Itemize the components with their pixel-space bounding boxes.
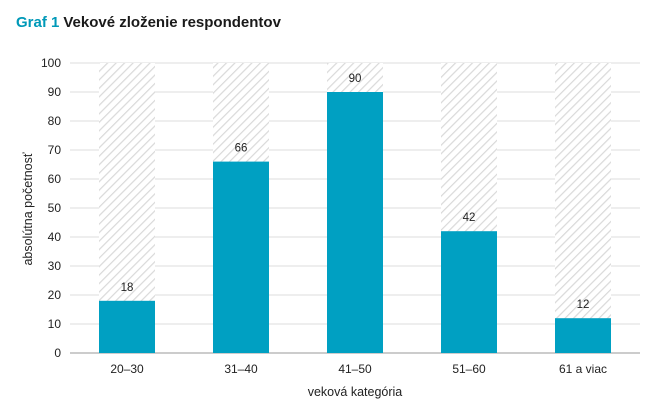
bar (213, 161, 269, 353)
bar (555, 318, 611, 353)
x-axis-label: veková kategória (308, 385, 403, 399)
chart-number: Graf 1 (16, 14, 60, 31)
y-tick-label: 0 (54, 346, 61, 360)
chart-title-text: Vekové zloženie respondentov (63, 14, 281, 31)
y-tick-label: 30 (48, 259, 62, 273)
x-tick-label: 61 a viac (559, 362, 607, 376)
y-tick-label: 60 (48, 172, 62, 186)
y-tick-label: 80 (48, 114, 62, 128)
bar (99, 300, 155, 353)
background-bar (555, 63, 611, 353)
x-tick-label: 51–60 (452, 362, 486, 376)
y-tick-label: 90 (48, 85, 62, 99)
data-label: 66 (235, 143, 248, 155)
y-tick-label: 20 (48, 288, 62, 302)
x-tick-label: 41–50 (338, 362, 372, 376)
data-label: 42 (463, 212, 476, 224)
bar (327, 92, 383, 353)
bar (441, 231, 497, 353)
data-label: 18 (121, 282, 134, 294)
y-tick-label: 70 (48, 143, 62, 157)
y-tick-label: 50 (48, 201, 62, 215)
y-tick-label: 40 (48, 230, 62, 244)
x-tick-label: 31–40 (224, 362, 258, 376)
chart-title: Graf 1 Vekové zloženie respondentov (16, 14, 281, 31)
data-label: 90 (349, 73, 362, 85)
data-label: 12 (577, 299, 590, 311)
x-tick-label: 20–30 (110, 362, 144, 376)
bars (99, 92, 611, 353)
y-tick-label: 100 (41, 56, 61, 70)
data-labels: 18 66 90 42 12 (121, 73, 590, 311)
y-axis-label: absolútna početnosť (21, 152, 35, 265)
y-tick-label: 10 (48, 317, 62, 331)
y-axis-ticks: 0 10 20 30 40 50 60 70 80 90 100 (41, 56, 61, 360)
x-axis-ticks: 20–30 31–40 41–50 51–60 61 a viac (110, 362, 607, 376)
